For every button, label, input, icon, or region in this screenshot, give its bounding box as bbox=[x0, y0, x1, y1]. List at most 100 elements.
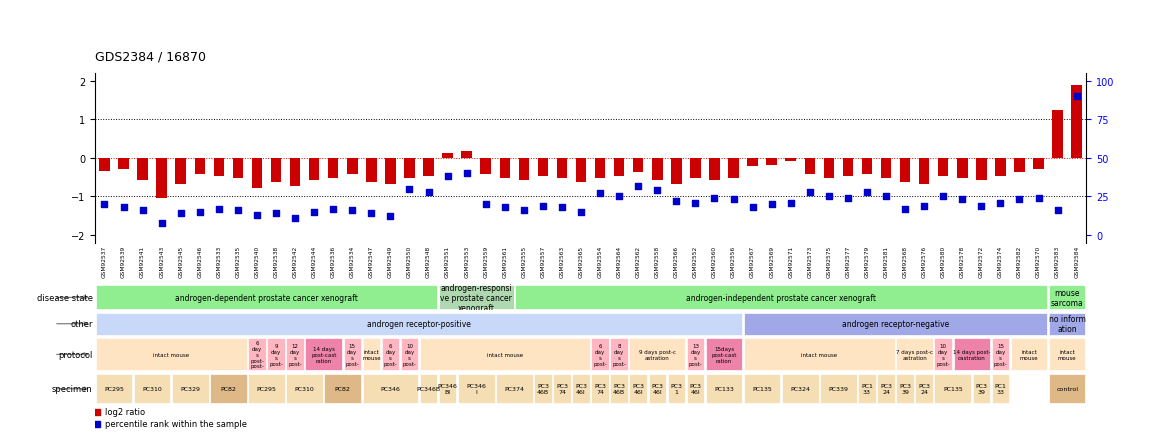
Point bbox=[266, 210, 285, 217]
Bar bbox=[362, 375, 418, 403]
Text: intact mouse: intact mouse bbox=[486, 352, 523, 357]
Text: PC3
46I: PC3 46I bbox=[632, 384, 644, 394]
Text: PC3
24: PC3 24 bbox=[880, 384, 892, 394]
Bar bbox=[919, 158, 930, 184]
Point bbox=[324, 206, 343, 213]
Text: 6
day
s
post-
post-: 6 day s post- post- bbox=[250, 341, 264, 368]
Point bbox=[362, 210, 381, 217]
Bar bbox=[935, 339, 952, 371]
Bar bbox=[630, 375, 647, 403]
Text: PC135: PC135 bbox=[943, 386, 962, 391]
Bar bbox=[747, 158, 757, 167]
Bar bbox=[823, 158, 834, 178]
Bar bbox=[96, 313, 742, 335]
Text: GSM92538: GSM92538 bbox=[273, 245, 279, 277]
Text: GSM92570: GSM92570 bbox=[1036, 245, 1041, 277]
Text: GSM92581: GSM92581 bbox=[884, 245, 888, 277]
Bar bbox=[705, 375, 742, 403]
Text: 9 days post-c
astration: 9 days post-c astration bbox=[639, 349, 676, 360]
Bar bbox=[1071, 86, 1082, 158]
Text: PC3
39: PC3 39 bbox=[899, 384, 911, 394]
Text: GSM92579: GSM92579 bbox=[865, 245, 870, 277]
Point bbox=[514, 207, 533, 214]
Bar bbox=[420, 339, 589, 371]
Point bbox=[191, 209, 210, 216]
Bar bbox=[938, 158, 948, 177]
Bar bbox=[690, 158, 701, 178]
Text: PC324: PC324 bbox=[790, 386, 811, 391]
Text: androgen-dependent prostate cancer xenograft: androgen-dependent prostate cancer xenog… bbox=[175, 293, 358, 302]
Bar bbox=[976, 158, 987, 181]
Point bbox=[305, 209, 323, 216]
Bar bbox=[881, 158, 892, 178]
Bar bbox=[138, 158, 148, 181]
Bar bbox=[805, 158, 815, 174]
Bar bbox=[652, 158, 662, 181]
Text: PC295: PC295 bbox=[104, 386, 124, 391]
Text: androgen receptor-positive: androgen receptor-positive bbox=[367, 319, 471, 329]
Point bbox=[1029, 195, 1048, 202]
Point bbox=[1048, 207, 1067, 214]
Text: percentile rank within the sample: percentile rank within the sample bbox=[105, 419, 247, 428]
Text: 15
day
s
post-: 15 day s post- bbox=[994, 343, 1007, 366]
Text: GSM92571: GSM92571 bbox=[789, 245, 793, 277]
Point bbox=[991, 200, 1010, 207]
Bar bbox=[173, 375, 208, 403]
Text: 14 days post-
castration: 14 days post- castration bbox=[953, 349, 990, 360]
Text: other: other bbox=[71, 319, 93, 329]
Text: GSM92554: GSM92554 bbox=[598, 245, 602, 277]
Point bbox=[381, 214, 400, 220]
Text: PC295: PC295 bbox=[257, 386, 277, 391]
Text: PC3
46I: PC3 46I bbox=[689, 384, 702, 394]
Point bbox=[800, 189, 819, 196]
Point bbox=[228, 207, 247, 214]
Text: PC346: PC346 bbox=[381, 386, 401, 391]
Text: GSM92556: GSM92556 bbox=[731, 245, 736, 277]
Bar bbox=[991, 375, 1009, 403]
Bar bbox=[481, 158, 491, 174]
Text: disease state: disease state bbox=[37, 293, 93, 302]
Bar bbox=[687, 375, 704, 403]
Bar bbox=[743, 313, 1047, 335]
Bar bbox=[1049, 286, 1085, 310]
Text: intact
mouse: intact mouse bbox=[362, 349, 381, 360]
Bar bbox=[233, 158, 243, 178]
Bar bbox=[572, 375, 589, 403]
Point bbox=[724, 197, 742, 204]
Text: GSM92543: GSM92543 bbox=[159, 245, 164, 277]
Text: GSM92541: GSM92541 bbox=[140, 245, 145, 277]
Bar bbox=[461, 151, 472, 158]
Text: GSM92559: GSM92559 bbox=[483, 245, 489, 277]
Text: GSM92535: GSM92535 bbox=[235, 245, 241, 277]
Bar bbox=[176, 158, 186, 184]
Bar bbox=[672, 158, 682, 184]
Bar bbox=[633, 158, 644, 173]
Bar bbox=[709, 158, 720, 181]
Text: GSM92565: GSM92565 bbox=[579, 245, 584, 277]
Text: GSM92534: GSM92534 bbox=[350, 245, 354, 277]
Text: GSM92578: GSM92578 bbox=[960, 245, 965, 277]
Text: GSM92582: GSM92582 bbox=[1017, 245, 1023, 277]
Text: GSM92580: GSM92580 bbox=[940, 245, 946, 277]
Point bbox=[629, 183, 647, 190]
Text: GSM92557: GSM92557 bbox=[541, 245, 545, 277]
Point bbox=[115, 204, 133, 211]
Bar bbox=[96, 339, 247, 371]
Bar bbox=[1049, 313, 1085, 335]
Text: protocol: protocol bbox=[58, 350, 93, 359]
Bar bbox=[705, 339, 742, 371]
Text: GSM92566: GSM92566 bbox=[674, 245, 679, 277]
Point bbox=[171, 210, 190, 217]
Bar bbox=[957, 158, 968, 178]
Point bbox=[762, 201, 780, 208]
Point bbox=[534, 203, 552, 210]
Text: PC3
74: PC3 74 bbox=[556, 384, 567, 394]
Bar bbox=[896, 339, 933, 371]
Text: specimen: specimen bbox=[52, 385, 93, 393]
Bar bbox=[610, 375, 628, 403]
Text: 9
day
s
post-: 9 day s post- bbox=[269, 343, 283, 366]
Text: PC133: PC133 bbox=[714, 386, 734, 391]
Text: PC346
I: PC346 I bbox=[467, 384, 486, 394]
Text: 12
day
s
post-: 12 day s post- bbox=[288, 343, 302, 366]
Bar bbox=[515, 286, 1047, 310]
